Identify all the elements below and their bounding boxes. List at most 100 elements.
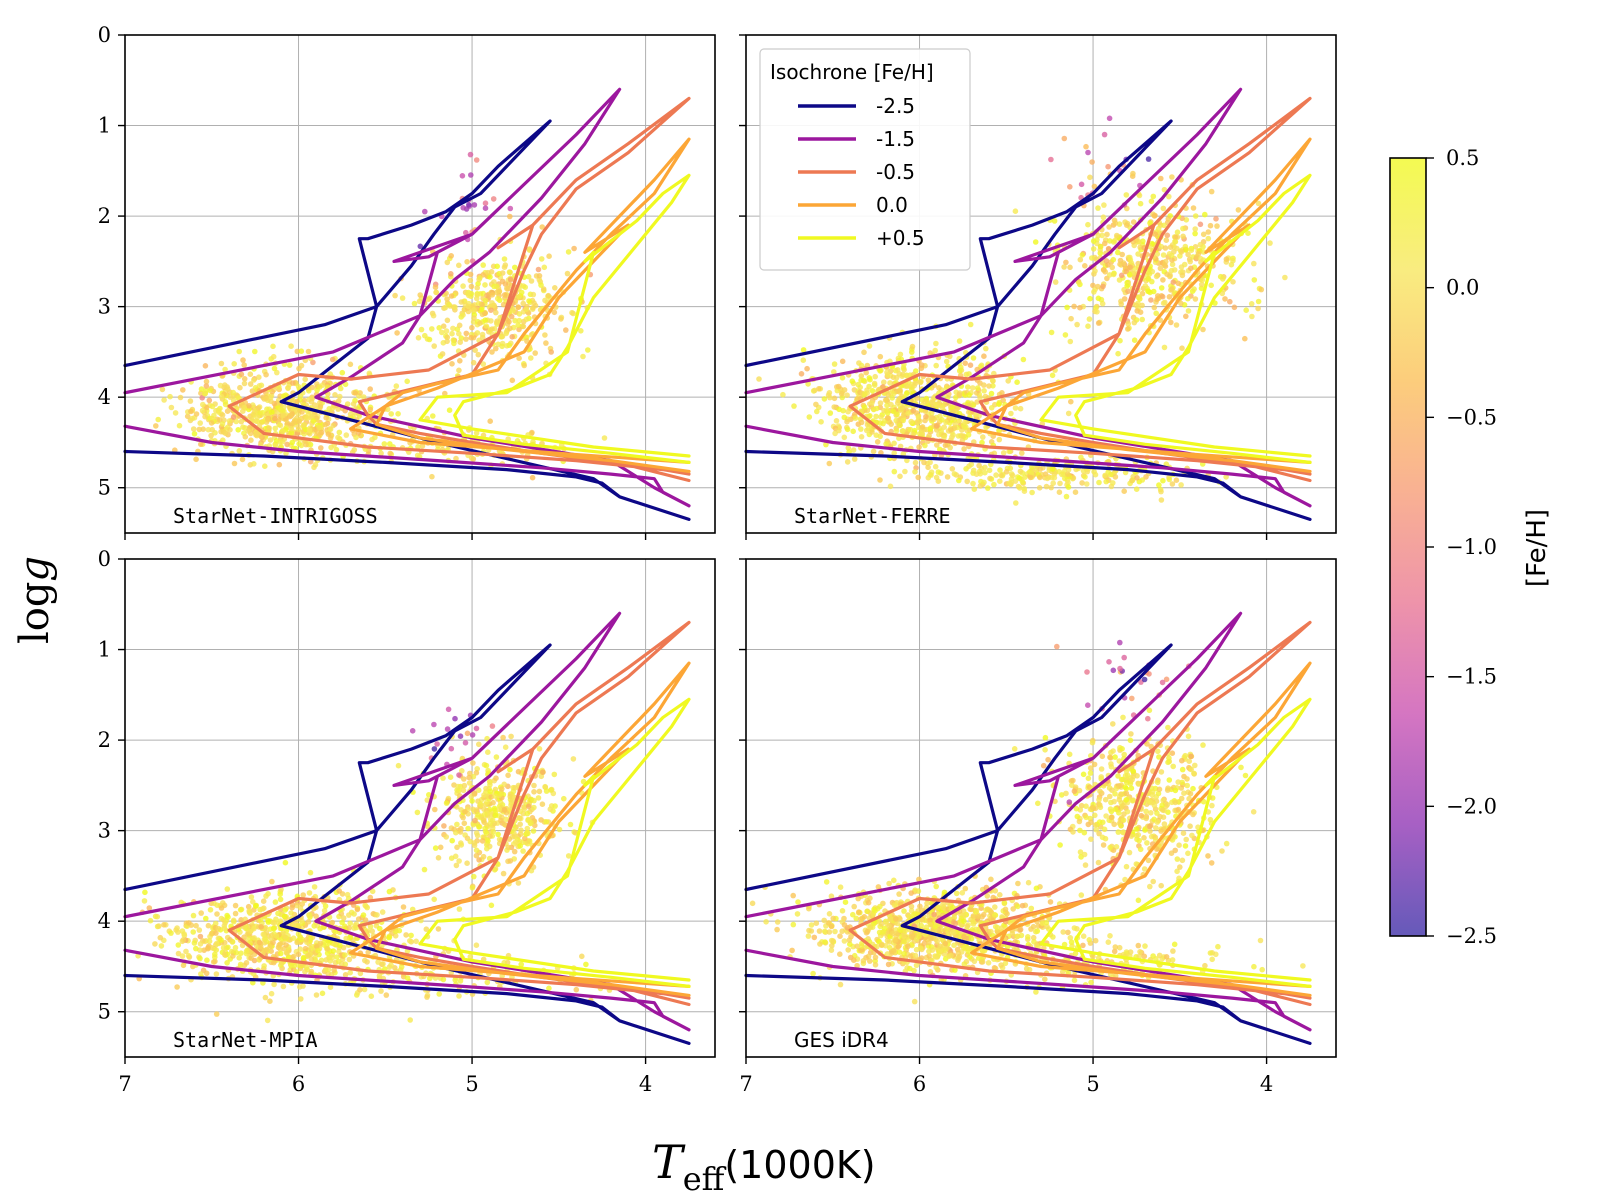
star-point xyxy=(469,324,475,331)
star-point xyxy=(508,313,515,320)
star-point xyxy=(457,358,463,364)
star-point xyxy=(472,347,479,354)
y-tick-label: 5 xyxy=(98,1000,111,1024)
star-point xyxy=(941,434,947,441)
star-point xyxy=(322,421,329,428)
star-point xyxy=(246,403,252,409)
star-point xyxy=(198,386,205,392)
star-point xyxy=(482,825,488,832)
star-point xyxy=(1151,304,1158,311)
star-point xyxy=(1101,131,1108,138)
star-point xyxy=(477,275,483,281)
star-point xyxy=(466,780,473,786)
star-point xyxy=(492,793,498,799)
star-point xyxy=(529,474,536,481)
star-point xyxy=(473,770,480,776)
star-point xyxy=(1243,307,1249,314)
y-tick-label: 4 xyxy=(98,909,111,933)
star-point xyxy=(208,432,214,439)
star-point xyxy=(1084,481,1090,487)
star-point xyxy=(996,427,1002,434)
star-point xyxy=(1048,484,1054,491)
star-point xyxy=(264,1017,271,1024)
star-point xyxy=(498,791,505,797)
star-point xyxy=(214,902,220,908)
star-point xyxy=(800,357,807,364)
star-point xyxy=(523,316,530,323)
star-point xyxy=(540,769,546,775)
star-point xyxy=(161,397,167,403)
star-point xyxy=(1082,263,1088,269)
star-point xyxy=(1199,277,1206,283)
star-point xyxy=(1085,149,1091,156)
star-point xyxy=(361,986,368,993)
star-point xyxy=(407,1017,414,1023)
star-point xyxy=(528,819,534,826)
star-point xyxy=(229,948,235,955)
star-point xyxy=(256,939,263,946)
star-point xyxy=(1187,258,1193,265)
star-point xyxy=(996,401,1002,408)
star-point xyxy=(1157,265,1164,272)
star-point xyxy=(237,384,243,391)
star-point xyxy=(831,369,837,375)
star-point xyxy=(1200,326,1206,333)
star-point xyxy=(927,459,933,466)
isochrone-line xyxy=(123,611,691,1032)
star-point xyxy=(456,772,462,778)
star-point xyxy=(480,361,487,367)
star-point xyxy=(850,447,857,453)
star-point xyxy=(508,733,514,740)
star-point xyxy=(790,892,796,899)
star-point xyxy=(222,951,228,958)
star-point xyxy=(267,944,273,950)
star-point xyxy=(270,925,277,932)
star-point xyxy=(215,925,222,932)
star-point xyxy=(877,477,883,483)
star-point xyxy=(329,356,336,363)
star-point xyxy=(888,421,894,427)
star-point xyxy=(317,404,324,410)
star-point xyxy=(446,301,452,308)
star-point xyxy=(488,269,495,275)
star-point xyxy=(337,942,343,949)
star-point xyxy=(262,994,269,1001)
star-point xyxy=(1067,264,1073,271)
star-point xyxy=(181,932,188,939)
star-point xyxy=(231,460,238,467)
star-point xyxy=(845,947,851,953)
star-point xyxy=(538,282,544,288)
star-point xyxy=(222,399,229,405)
star-point xyxy=(1085,221,1091,228)
star-point xyxy=(838,391,845,397)
star-point xyxy=(311,884,318,890)
star-point xyxy=(1136,294,1143,300)
star-point xyxy=(836,427,842,434)
star-point xyxy=(193,922,199,929)
star-point xyxy=(259,906,266,912)
star-point xyxy=(925,377,932,383)
star-point xyxy=(159,386,166,393)
star-point xyxy=(471,840,478,846)
star-point xyxy=(473,830,480,836)
star-point xyxy=(500,870,507,877)
star-point xyxy=(844,459,851,465)
star-point xyxy=(1106,224,1112,230)
star-point xyxy=(288,425,294,432)
star-point xyxy=(492,812,499,819)
star-point xyxy=(1173,477,1180,484)
star-point xyxy=(460,312,466,318)
isochrone-line xyxy=(744,87,1312,508)
star-point xyxy=(516,815,522,821)
star-point xyxy=(509,334,515,340)
star-point xyxy=(353,434,359,441)
star-point xyxy=(1139,302,1145,309)
star-point xyxy=(845,408,851,415)
star-point xyxy=(795,899,801,905)
star-point xyxy=(293,969,300,975)
star-point xyxy=(967,954,973,960)
star-point xyxy=(152,941,158,947)
star-point xyxy=(974,385,981,391)
star-point xyxy=(1109,264,1115,271)
